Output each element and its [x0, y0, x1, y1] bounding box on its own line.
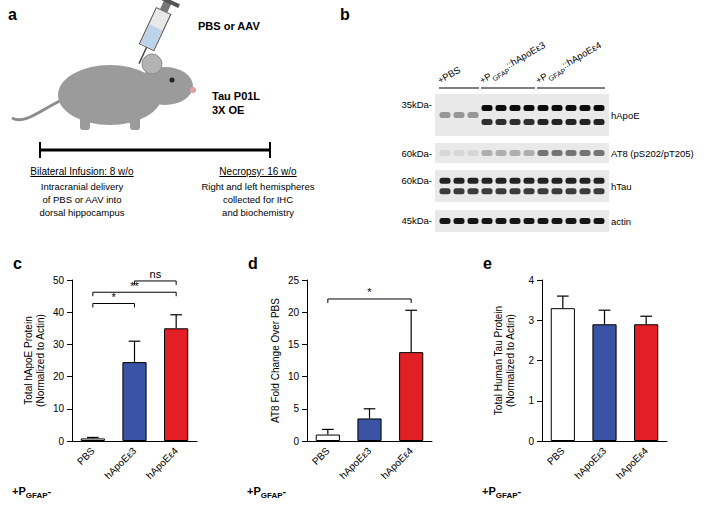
svg-text:PBS: PBS	[310, 445, 332, 467]
svg-text:Total hApoE Protein: Total hApoE Protein	[23, 316, 34, 404]
svg-text:*: *	[112, 291, 117, 303]
svg-text:10: 10	[53, 403, 65, 414]
svg-text:(Normalized to Actin): (Normalized to Actin)	[35, 314, 46, 407]
svg-text:Total Human Tau Protein: Total Human Tau Protein	[493, 306, 504, 415]
svg-text:GFAP: GFAP	[26, 491, 48, 500]
svg-text:e: e	[483, 255, 492, 272]
svg-text:c: c	[13, 255, 22, 272]
svg-text:-: -	[48, 485, 52, 497]
svg-text:-: -	[283, 485, 287, 497]
svg-text:hApoEε3: hApoEε3	[572, 445, 608, 481]
svg-text:10: 10	[288, 371, 300, 382]
svg-text:Right and left hemispheres: Right and left hemispheres	[201, 181, 314, 192]
svg-text:0: 0	[58, 436, 64, 447]
svg-text:+P: +P	[482, 485, 496, 497]
svg-text:3: 3	[528, 315, 534, 326]
svg-text:2: 2	[528, 355, 534, 366]
svg-text:GFAP: GFAP	[261, 491, 283, 500]
svg-text:of PBS or AAV into: of PBS or AAV into	[42, 194, 121, 205]
svg-text:20: 20	[53, 371, 65, 382]
svg-text:1: 1	[528, 395, 534, 406]
svg-text:35kDa-: 35kDa-	[401, 99, 432, 110]
svg-text:PBS: PBS	[545, 445, 567, 467]
svg-text:+P: +P	[12, 485, 26, 497]
svg-text:+PGFAP::hApoEε4: +PGFAP::hApoEε4	[534, 39, 605, 88]
svg-text:PBS: PBS	[75, 445, 97, 467]
svg-text:Tau P01L: Tau P01L	[212, 90, 260, 102]
svg-text:30: 30	[53, 339, 65, 350]
svg-text:a: a	[8, 6, 17, 23]
svg-text:+P: +P	[247, 485, 261, 497]
svg-text:15: 15	[288, 339, 300, 350]
svg-text:GFAP: GFAP	[496, 491, 518, 500]
svg-text:dorsal hippocampus: dorsal hippocampus	[39, 207, 124, 218]
svg-text:hApoE: hApoE	[611, 110, 640, 121]
svg-text:*: *	[367, 286, 372, 298]
svg-text:45kDa-: 45kDa-	[401, 215, 432, 226]
svg-text:hApoEε4: hApoEε4	[614, 445, 650, 481]
svg-text:b: b	[340, 6, 350, 23]
svg-text:(Normalized to Actin): (Normalized to Actin)	[505, 314, 516, 407]
svg-text:AT8 (pS202/pT205): AT8 (pS202/pT205)	[611, 148, 694, 159]
svg-text:50: 50	[53, 275, 65, 286]
svg-text:5: 5	[293, 403, 299, 414]
svg-text:collected for IHC: collected for IHC	[223, 194, 293, 205]
svg-text:AT8 Fold Change Over PBS: AT8 Fold Change Over PBS	[270, 298, 281, 423]
svg-text:ns: ns	[150, 268, 162, 280]
svg-text:25: 25	[288, 275, 300, 286]
svg-text:actin: actin	[611, 216, 631, 227]
svg-text:-: -	[518, 485, 522, 497]
svg-text:4: 4	[528, 275, 534, 286]
svg-text:60kDa-: 60kDa-	[401, 148, 432, 159]
svg-text:40: 40	[53, 307, 65, 318]
svg-text:hApoEε3: hApoEε3	[337, 445, 373, 481]
svg-text:and biochemistry: and biochemistry	[222, 207, 294, 218]
svg-text:PBS or AAV: PBS or AAV	[198, 20, 260, 32]
svg-text:60kDa-: 60kDa-	[401, 175, 432, 186]
svg-text:hApoEε3: hApoEε3	[102, 445, 138, 481]
svg-text:20: 20	[288, 307, 300, 318]
svg-text:d: d	[248, 255, 258, 272]
svg-text:0: 0	[528, 436, 534, 447]
svg-text:Bilateral Infusion: 8 w/o: Bilateral Infusion: 8 w/o	[30, 166, 134, 177]
svg-text:3X OE: 3X OE	[212, 104, 244, 116]
svg-text:Necropsy: 16 w/o: Necropsy: 16 w/o	[219, 166, 297, 177]
svg-text:hApoEε4: hApoEε4	[144, 445, 180, 481]
svg-text:+PBS: +PBS	[436, 64, 463, 86]
svg-text:Intracranial delivery: Intracranial delivery	[41, 181, 124, 192]
svg-text:hApoEε4: hApoEε4	[379, 445, 415, 481]
svg-text:hTau: hTau	[611, 181, 632, 192]
svg-text:0: 0	[293, 436, 299, 447]
